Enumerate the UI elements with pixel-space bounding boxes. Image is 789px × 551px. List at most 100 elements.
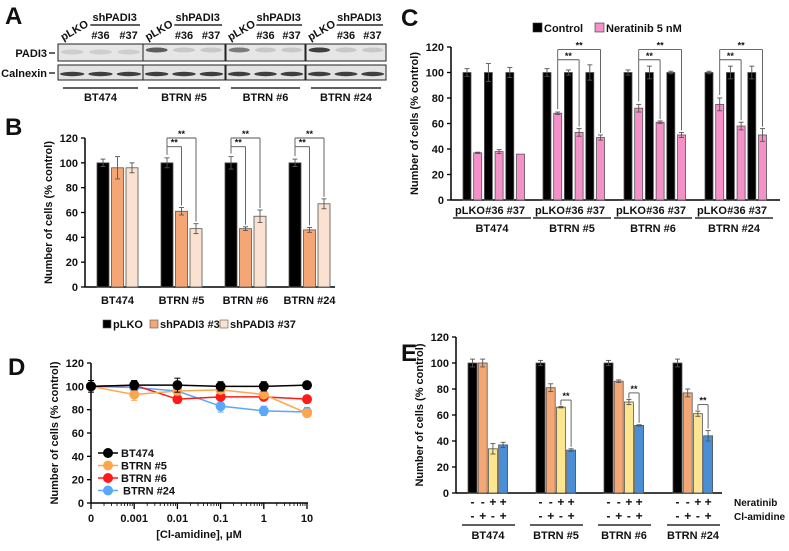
condition-mark: + xyxy=(500,495,507,509)
x-subcategory-label: #36 xyxy=(485,205,503,217)
condition-mark: - xyxy=(471,509,475,523)
y-tick-label: 120 xyxy=(426,42,444,54)
condition-mark: - xyxy=(549,495,553,509)
condition-mark: + xyxy=(568,509,575,523)
data-point xyxy=(258,405,269,416)
x-category-label: BTRN #24 xyxy=(284,295,337,307)
legend-marker xyxy=(103,448,113,458)
y-tick-label: 0 xyxy=(443,488,449,500)
y-tick-label: 0 xyxy=(78,498,84,510)
lane-header-plko: pLKO xyxy=(306,18,338,44)
x-tick-label: 0.01 xyxy=(167,513,188,525)
bar xyxy=(736,125,746,201)
bar xyxy=(645,72,654,201)
bar xyxy=(317,203,331,288)
x-subcategory-label: #36 xyxy=(646,205,664,217)
series-line xyxy=(90,385,308,414)
y-axis-label: Number of cells (% control) xyxy=(43,141,55,284)
x-category-label: BTRN #6 xyxy=(601,530,647,542)
lane-clone-36: #36 xyxy=(175,30,193,42)
legend-swatch xyxy=(219,319,229,329)
bar xyxy=(596,137,605,201)
legend-label: BTRN #24 xyxy=(123,486,176,498)
bar xyxy=(467,362,478,494)
padi3-band xyxy=(308,47,331,53)
bar xyxy=(666,72,676,201)
data-point xyxy=(302,408,312,419)
lane-clone-37: #37 xyxy=(119,30,137,42)
padi3-band xyxy=(60,49,84,55)
x-category-label: BT474 xyxy=(475,223,509,235)
bar xyxy=(473,152,483,201)
bar xyxy=(189,228,203,288)
bar xyxy=(634,424,644,494)
data-point xyxy=(215,381,226,392)
calnexin-band xyxy=(116,71,141,77)
bar xyxy=(516,153,525,201)
condition-mark: + xyxy=(479,509,486,523)
bar xyxy=(704,72,714,201)
significance-label: ** xyxy=(646,51,654,61)
calnexin-band xyxy=(280,71,304,77)
panel-label-a: A xyxy=(5,3,22,30)
y-tick-label: 0 xyxy=(438,195,444,207)
padi3-band xyxy=(281,47,303,53)
x-category-label: BT474 xyxy=(471,530,505,542)
x-subcategory-label: pLKO xyxy=(455,205,485,217)
panel-label-e: E xyxy=(401,340,417,367)
y-tick-label: 80 xyxy=(66,183,78,195)
condition-mark: - xyxy=(676,495,680,509)
bar xyxy=(494,151,504,201)
condition-mark: + xyxy=(636,495,643,509)
bar xyxy=(96,162,110,288)
bar xyxy=(477,362,488,494)
x-category-label: BTRN #6 xyxy=(630,223,676,235)
condition-mark: - xyxy=(617,495,621,509)
calnexin-band xyxy=(361,71,385,77)
condition-mark: - xyxy=(559,509,563,523)
x-subcategory-label: #37 xyxy=(587,205,605,217)
bar xyxy=(111,167,124,288)
bar xyxy=(574,132,584,201)
significance-label: ** xyxy=(565,51,573,61)
legend-label: shPADI3 #36 xyxy=(160,319,226,331)
data-point xyxy=(172,380,183,391)
x-tick-label: 0 xyxy=(88,513,94,525)
significance-label: ** xyxy=(562,391,570,401)
bar xyxy=(303,229,316,288)
legend-marker xyxy=(103,473,113,483)
y-axis-label: Number of cells (% control) xyxy=(409,52,421,195)
calnexin-band xyxy=(88,71,113,77)
data-point xyxy=(172,394,183,405)
x-subcategory-label: pLKO xyxy=(697,205,727,217)
condition-mark: + xyxy=(625,495,632,509)
lane-header-plko: pLKO xyxy=(226,18,258,44)
calnexin-band xyxy=(172,71,196,77)
x-subcategory-label: #36 xyxy=(727,205,745,217)
bar xyxy=(462,72,472,201)
bar xyxy=(726,72,735,201)
y-tick-label: 100 xyxy=(431,358,449,370)
lane-clone-36: #36 xyxy=(256,30,274,42)
bar xyxy=(239,228,252,288)
padi3-band xyxy=(89,49,112,55)
condition-mark: - xyxy=(627,509,631,523)
condition-label: Cl-amidine xyxy=(734,512,786,523)
significance-label: ** xyxy=(630,384,638,394)
bar xyxy=(542,72,552,201)
row-label-calnexin: Calnexin xyxy=(1,68,47,80)
legend-swatch xyxy=(102,319,112,329)
bar xyxy=(224,162,238,288)
bar xyxy=(498,444,509,494)
data-point xyxy=(129,380,140,391)
condition-mark: + xyxy=(557,495,564,509)
significance-label: ** xyxy=(235,138,243,148)
data-point xyxy=(86,381,96,392)
legend-swatch xyxy=(532,22,543,33)
legend-label: pLKO xyxy=(113,319,143,331)
legend-swatch xyxy=(149,319,159,329)
data-point xyxy=(302,394,312,405)
calnexin-band xyxy=(227,71,251,77)
panel-label-b: B xyxy=(5,114,22,141)
bar xyxy=(715,103,725,201)
